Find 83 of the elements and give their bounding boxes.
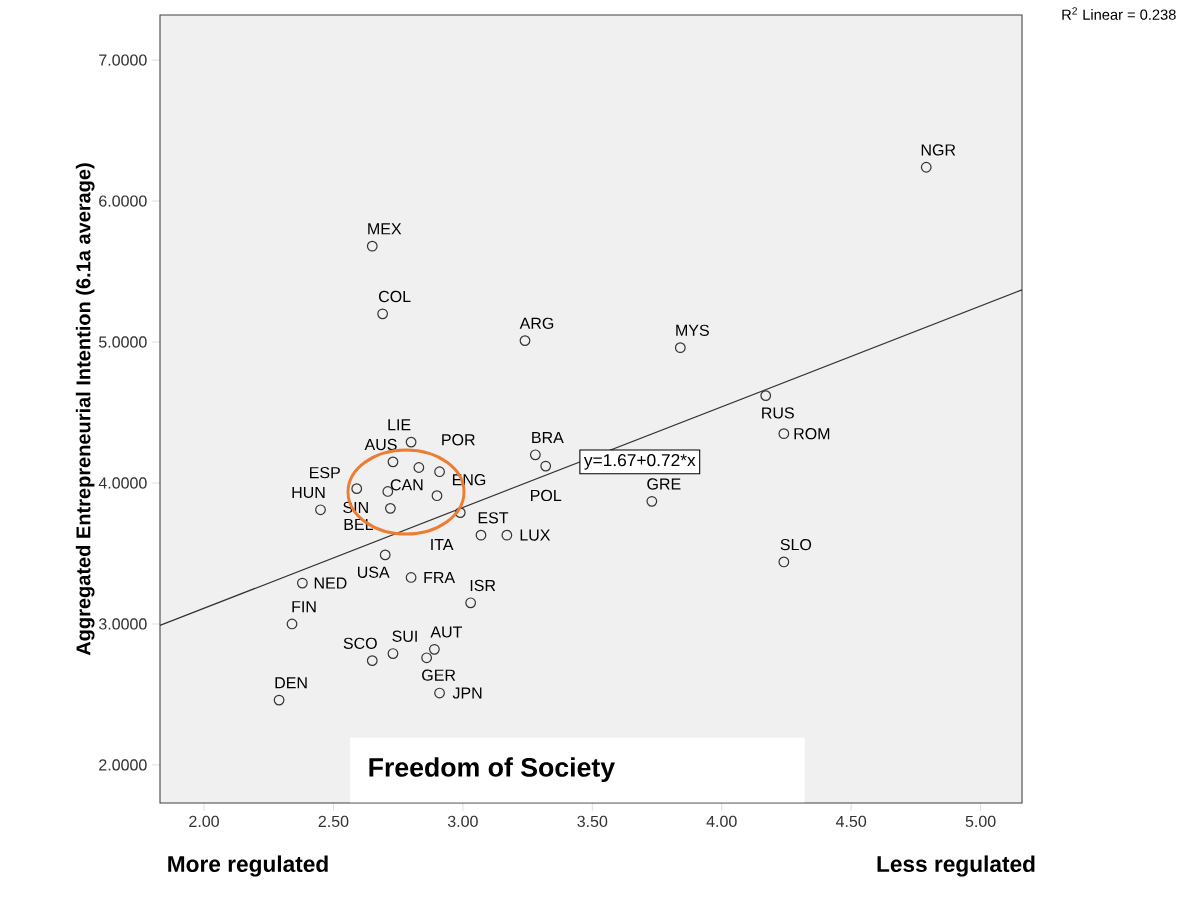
annotation: ITA: [431, 539, 454, 551]
annotation: ISR: [470, 579, 496, 592]
annotation: COL: [378, 290, 411, 303]
point: [431, 490, 443, 502]
annotation: AUT: [430, 626, 463, 638]
annotation: AUS: [364, 438, 397, 451]
point: [421, 652, 433, 664]
x-tick-label: 4.50: [835, 815, 867, 828]
annotation: USA: [357, 566, 390, 578]
annotation: ARG: [519, 317, 554, 329]
point: [454, 507, 466, 519]
point: [646, 495, 658, 507]
point: [387, 648, 399, 659]
point: [778, 428, 790, 440]
annotation: SUI: [392, 630, 417, 642]
annotation: GRE: [647, 478, 681, 490]
point: [434, 466, 445, 478]
y-tick-label: 6.0000: [99, 195, 147, 207]
annotation: SCO: [343, 637, 377, 649]
point: [351, 483, 363, 495]
annotation: JPN: [452, 687, 482, 699]
annotation: GER: [422, 669, 456, 681]
x-tick-label: 2.00: [189, 815, 219, 828]
annotation: ESP: [310, 466, 340, 479]
annotation: EST: [478, 512, 509, 524]
annotation: POR: [442, 434, 475, 446]
point: [501, 529, 513, 541]
annotation: RUS: [762, 407, 794, 419]
point: [379, 549, 391, 561]
point: [920, 161, 932, 173]
y-axis-title: Aggregated Entrepreneurial Intention (6.1a average): [75, 163, 95, 656]
point: [475, 529, 487, 541]
annotation: BRA: [532, 431, 564, 443]
point: [366, 240, 378, 252]
point: [384, 502, 396, 514]
text: R$^{2}$ Linear = 0.238: [1062, 7, 1176, 20]
point: [286, 618, 298, 630]
annotation: NGR: [921, 144, 956, 156]
annotation: FIN: [292, 601, 316, 613]
point: [296, 577, 308, 589]
annotation: FRA: [424, 571, 456, 583]
x-tick-label: 2.50: [318, 815, 349, 828]
text: More regulated: [168, 855, 328, 877]
y-tick-label: 3.0000: [98, 618, 147, 630]
annotation: MEX: [368, 223, 402, 235]
point: [674, 342, 686, 354]
annotation: y=1.67+0.72*x: [583, 454, 696, 470]
annotation: HUN: [292, 486, 325, 499]
annotation: CAN: [390, 479, 423, 491]
point: [428, 643, 440, 655]
annotation: DEN: [275, 677, 307, 689]
point: [387, 456, 399, 468]
y-tick-label: 4.0000: [98, 477, 147, 489]
x-tick-label: 4.00: [706, 815, 737, 828]
text: Less regulated: [877, 855, 1035, 877]
x-axis-title: Freedom of Society: [369, 757, 615, 783]
x-tick-label: 3.50: [577, 815, 608, 828]
point: [315, 504, 326, 516]
x-tick-label: 5.00: [965, 815, 996, 828]
point: [465, 597, 477, 609]
y-tick-label: 7.0000: [99, 54, 147, 66]
annotation: LUX: [520, 529, 551, 541]
y-tick-label: 5.0000: [99, 336, 147, 348]
point: [540, 460, 552, 472]
point: [405, 572, 417, 583]
annotation: LIE: [388, 419, 411, 431]
annotation: NED: [314, 577, 347, 589]
point: [273, 694, 285, 706]
y-tick-label: 2.0000: [99, 759, 147, 771]
point: [778, 556, 790, 568]
point: [377, 308, 389, 320]
point: [519, 335, 531, 347]
point: [529, 449, 541, 461]
annotation: POL: [531, 489, 562, 502]
point: [405, 436, 417, 448]
point: [434, 687, 445, 699]
annotation: SLO: [780, 538, 812, 551]
annotation: MYS: [676, 324, 709, 336]
point: [760, 390, 772, 401]
point: [366, 655, 378, 667]
x-tick-label: 3.00: [447, 815, 478, 828]
point: [413, 462, 425, 473]
annotation: ROM: [794, 428, 830, 440]
